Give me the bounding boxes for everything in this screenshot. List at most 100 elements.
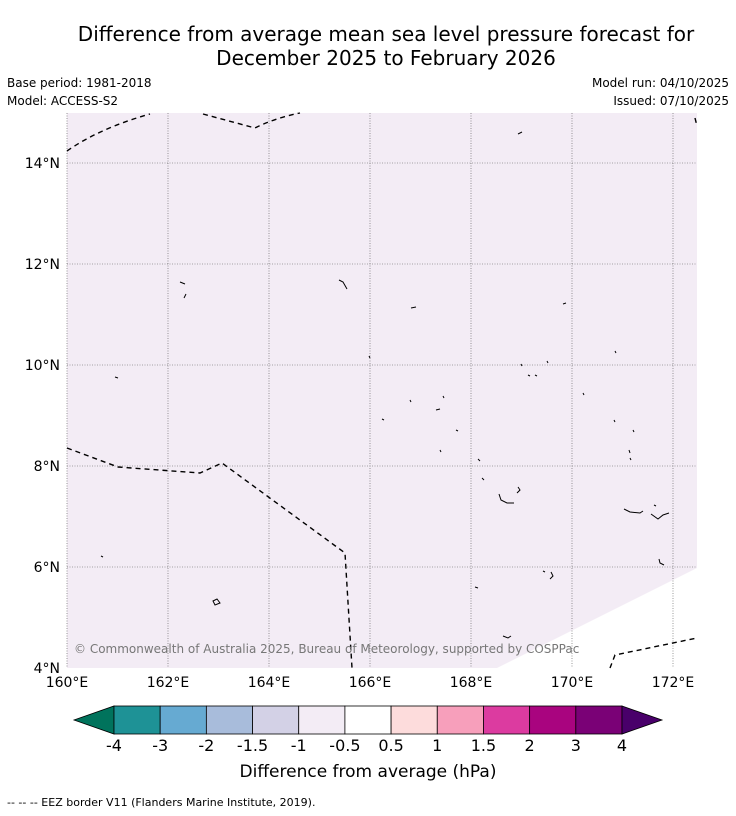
- island: [183, 293, 187, 299]
- anomaly-fill: [67, 113, 697, 668]
- island: [520, 363, 523, 367]
- island: [546, 360, 549, 364]
- eez-border-topright: [694, 117, 698, 127]
- lon-label-160: 160°E: [46, 675, 89, 691]
- island: [212, 598, 221, 606]
- title-line-2: December 2025 to February 2026: [216, 46, 556, 70]
- colorbar-tick-label: -2: [198, 736, 214, 755]
- island: [498, 493, 514, 504]
- eez-borders: [66, 112, 698, 669]
- island: [455, 429, 459, 432]
- lat-labels: 14°N 12°N 10°N 8°N 6°N 4°N: [25, 156, 60, 677]
- island: [527, 374, 538, 377]
- colorbar-tick-label: 1: [432, 736, 442, 755]
- lat-label-6: 6°N: [34, 560, 60, 576]
- colorbar-swatch: [436, 705, 484, 735]
- issued-date: Issued: 07/10/2025: [613, 94, 729, 108]
- colorbar: -4 -3 -2 -1.5 -1 -0.5 0.5 1 1.5 2 3 4: [72, 705, 664, 755]
- lon-label-170: 170°E: [551, 675, 594, 691]
- island: [435, 408, 441, 411]
- island: [114, 376, 119, 379]
- lon-label-168: 168°E: [450, 675, 493, 691]
- colorbar-label: Difference from average (hPa): [239, 762, 497, 782]
- colorbar-extend-low: [72, 705, 115, 735]
- island: [542, 570, 546, 573]
- lat-label-4: 4°N: [34, 661, 60, 677]
- lat-label-10: 10°N: [25, 358, 60, 374]
- colorbar-extend-high: [621, 705, 664, 735]
- eez-border-top: [66, 113, 151, 152]
- island: [658, 558, 665, 566]
- islands: [100, 131, 670, 639]
- eez-legend-note: -- -- -- EEZ border V11 (Flanders Marine…: [7, 796, 316, 809]
- island: [517, 131, 523, 135]
- island: [582, 392, 585, 396]
- lat-label-8: 8°N: [34, 459, 60, 475]
- model-name: Model: ACCESS-S2: [7, 94, 119, 108]
- colorbar-tick-label: 2: [525, 736, 535, 755]
- copyright-text: © Commonwealth of Australia 2025, Bureau…: [74, 642, 579, 656]
- lon-label-164: 164°E: [248, 675, 291, 691]
- island: [381, 418, 385, 421]
- island: [613, 419, 616, 423]
- colorbar-tick-label: -3: [152, 736, 168, 755]
- eez-border-west: [66, 447, 353, 669]
- colorbar-tick-label: -0.5: [329, 736, 360, 755]
- base-period: Base period: 1981-2018: [7, 76, 152, 90]
- island: [439, 449, 442, 453]
- colorbar-swatch: [298, 705, 346, 735]
- chart-title: Difference from average mean sea level p…: [0, 22, 736, 70]
- island: [481, 477, 485, 481]
- colorbar-swatch: [205, 705, 253, 735]
- grid-lines: [67, 113, 697, 668]
- island: [100, 555, 104, 558]
- colorbar-tick-label: 4: [617, 736, 627, 755]
- colorbar-swatch: [159, 705, 207, 735]
- island: [442, 395, 445, 399]
- island: [614, 350, 617, 354]
- eez-border-southeast: [609, 637, 698, 669]
- island: [516, 486, 521, 494]
- colorbar-swatch: [483, 705, 531, 735]
- colorbar-tick-label: 3: [571, 736, 581, 755]
- colorbar-swatch: [252, 705, 300, 735]
- island: [650, 512, 670, 520]
- island: [474, 586, 479, 589]
- island: [410, 306, 417, 309]
- island: [477, 458, 481, 462]
- lat-label-14: 14°N: [25, 156, 60, 172]
- lon-label-162: 162°E: [147, 675, 190, 691]
- colorbar-swatch: [575, 705, 623, 735]
- island: [179, 281, 186, 285]
- model-run: Model run: 04/10/2025: [591, 76, 729, 90]
- colorbar-tick-label: -1: [291, 736, 307, 755]
- island: [549, 571, 554, 580]
- eez-border-top-2: [202, 112, 301, 129]
- lat-label-12: 12°N: [25, 257, 60, 273]
- colorbar-swatch: [529, 705, 577, 735]
- meta-left: Base period: 1981-2018 Model: ACCESS-S2: [7, 74, 152, 110]
- colorbar-swatch: [390, 705, 438, 735]
- island: [628, 449, 632, 461]
- colorbar-tick-label: 1.5: [471, 736, 496, 755]
- island: [623, 508, 644, 514]
- title-line-1: Difference from average mean sea level p…: [77, 22, 695, 46]
- island: [338, 279, 348, 290]
- colorbar-tick-label: 0.5: [378, 736, 403, 755]
- no-data-region: [497, 568, 697, 668]
- lon-labels: 160°E 162°E 164°E 166°E 168°E 170°E 172°…: [46, 675, 695, 691]
- colorbar-swatch: [113, 705, 161, 735]
- colorbar-swatch: [344, 705, 392, 735]
- island: [368, 355, 371, 359]
- meta-right: Model run: 04/10/2025 Issued: 07/10/2025: [592, 74, 729, 110]
- colorbar-tick-label: -1.5: [237, 736, 268, 755]
- island: [632, 429, 635, 433]
- island: [653, 504, 657, 507]
- colorbar-tick-label: -4: [106, 736, 122, 755]
- island: [502, 635, 512, 639]
- lon-label-172: 172°E: [652, 675, 695, 691]
- island: [409, 399, 412, 403]
- lon-label-166: 166°E: [349, 675, 392, 691]
- island: [562, 302, 567, 305]
